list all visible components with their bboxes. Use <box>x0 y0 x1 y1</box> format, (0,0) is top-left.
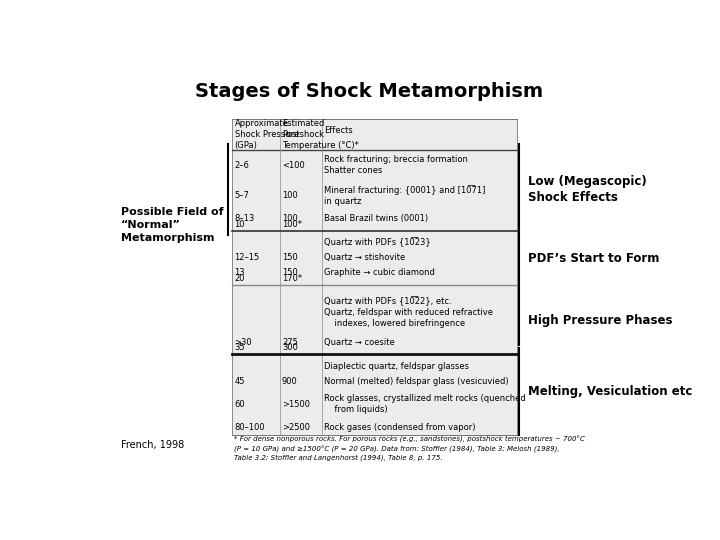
Text: 100: 100 <box>282 191 297 200</box>
Text: 80–100: 80–100 <box>235 423 265 431</box>
Text: Quartz → stishovite: Quartz → stishovite <box>324 253 405 262</box>
Text: Estimated
Postshock
Temperature (°C)*: Estimated Postshock Temperature (°C)* <box>282 119 359 150</box>
Text: 45: 45 <box>235 377 245 386</box>
Text: 150: 150 <box>282 268 297 278</box>
Text: * For dense nonporous rocks. For porous rocks (e.g., sandstones), postshock temp: * For dense nonporous rocks. For porous … <box>234 436 585 461</box>
Text: Melting, Vesiculation etc: Melting, Vesiculation etc <box>528 384 693 397</box>
Text: Mineral fracturing: {0001} and [10͞71]
in quartz: Mineral fracturing: {0001} and [10͞71] i… <box>324 185 485 206</box>
Text: 20: 20 <box>235 274 245 283</box>
Text: Quartz with PDFs {10͞22}, etc.
Quartz, feldspar with reduced refractive
    inde: Quartz with PDFs {10͞22}, etc. Quartz, f… <box>324 296 492 328</box>
Text: Effects: Effects <box>324 126 353 135</box>
Text: 100: 100 <box>282 214 297 223</box>
Text: Rock glasses, crystallized melt rocks (quenched
    from liquids): Rock glasses, crystallized melt rocks (q… <box>324 394 526 414</box>
Text: 275: 275 <box>282 338 298 347</box>
Text: 5–7: 5–7 <box>235 191 249 200</box>
Text: Normal (melted) feldspar glass (vesicuvied): Normal (melted) feldspar glass (vesicuvi… <box>324 377 508 386</box>
Text: >1500: >1500 <box>282 400 310 409</box>
Text: Diaplectic quartz, feldspar glasses: Diaplectic quartz, feldspar glasses <box>324 362 469 370</box>
Bar <box>233 119 517 435</box>
Text: PDF’s Start to Form: PDF’s Start to Form <box>528 252 660 265</box>
Text: Stages of Shock Metamorphism: Stages of Shock Metamorphism <box>195 82 543 102</box>
Text: 100*: 100* <box>282 220 302 228</box>
Text: 12–15: 12–15 <box>235 253 260 262</box>
Text: Rock gases (condensed from vapor): Rock gases (condensed from vapor) <box>324 423 475 431</box>
Text: 300: 300 <box>282 343 298 352</box>
Text: Low (Megascopic)
Shock Effects: Low (Megascopic) Shock Effects <box>528 175 647 204</box>
Text: 8–13: 8–13 <box>235 214 255 223</box>
Text: Basal Brazil twins (0001): Basal Brazil twins (0001) <box>324 214 428 223</box>
Text: 2–6: 2–6 <box>235 161 249 170</box>
Text: 13: 13 <box>235 268 245 278</box>
Text: French, 1998: French, 1998 <box>121 440 184 450</box>
Text: Rock fracturing; breccia formation
Shatter cones: Rock fracturing; breccia formation Shatt… <box>324 156 468 176</box>
Text: Graphite → cubic diamond: Graphite → cubic diamond <box>324 268 435 278</box>
Text: >30: >30 <box>235 338 252 347</box>
Text: 900: 900 <box>282 377 297 386</box>
Text: <100: <100 <box>282 161 305 170</box>
Text: Approximate
Shock Pressure
(GPa): Approximate Shock Pressure (GPa) <box>235 119 299 150</box>
Text: High Pressure Phases: High Pressure Phases <box>528 314 672 327</box>
Text: Possible Field of
“Normal”
Metamorphism: Possible Field of “Normal” Metamorphism <box>121 207 223 243</box>
Text: Quartz → coesite: Quartz → coesite <box>324 338 395 347</box>
Text: 35: 35 <box>235 343 245 352</box>
Text: Quartz with PDFs {10͞23}: Quartz with PDFs {10͞23} <box>324 238 431 247</box>
Text: 150: 150 <box>282 253 297 262</box>
Text: 170*: 170* <box>282 274 302 283</box>
Text: >2500: >2500 <box>282 423 310 431</box>
Text: 60: 60 <box>235 400 245 409</box>
Text: 10: 10 <box>235 220 245 228</box>
